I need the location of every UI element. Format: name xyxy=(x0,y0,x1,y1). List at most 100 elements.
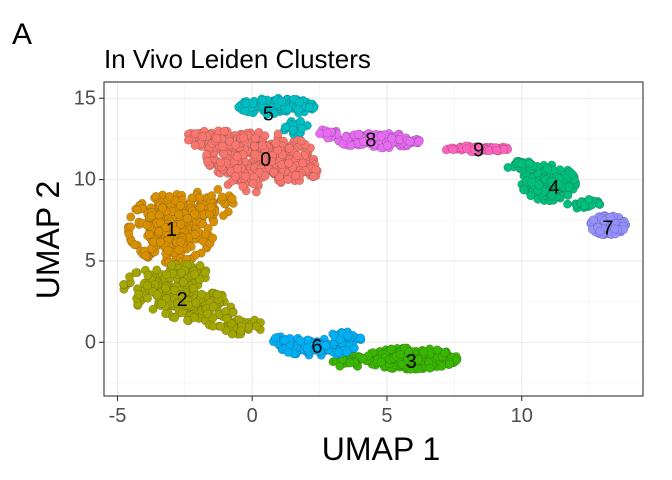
data-point xyxy=(283,348,293,357)
data-point xyxy=(292,151,302,160)
x-tick-label: -5 xyxy=(109,405,127,427)
data-point xyxy=(413,355,423,365)
cluster-label-4: 4 xyxy=(549,177,560,199)
data-point xyxy=(588,215,598,225)
data-point xyxy=(239,133,248,143)
data-point xyxy=(343,331,353,341)
data-point xyxy=(222,314,232,324)
data-point xyxy=(191,250,200,260)
data-point xyxy=(198,132,207,142)
data-point xyxy=(131,268,141,278)
data-point xyxy=(195,193,204,202)
y-tick-label: 15 xyxy=(74,87,96,109)
data-point xyxy=(527,177,536,187)
data-point xyxy=(503,163,513,172)
data-point xyxy=(248,99,258,108)
data-point xyxy=(284,158,294,168)
data-point xyxy=(173,299,182,309)
data-point xyxy=(203,157,212,166)
data-point xyxy=(196,203,206,212)
data-point xyxy=(236,326,246,336)
data-point xyxy=(134,289,143,299)
data-point xyxy=(143,271,153,280)
y-tick-label: 5 xyxy=(85,250,96,272)
data-point xyxy=(231,140,241,150)
cluster-7-points xyxy=(586,211,630,240)
cluster-label-5: 5 xyxy=(263,104,274,126)
data-point xyxy=(219,126,229,136)
data-point xyxy=(437,362,447,371)
data-point xyxy=(397,360,407,369)
cluster-3-points xyxy=(328,343,462,374)
data-point xyxy=(376,357,386,367)
data-point xyxy=(191,298,201,308)
data-point xyxy=(183,213,192,223)
data-point xyxy=(358,354,368,364)
data-point xyxy=(155,237,165,247)
data-point xyxy=(190,209,200,219)
data-point xyxy=(217,192,227,202)
data-point xyxy=(183,316,192,325)
cluster-6-points xyxy=(269,327,366,360)
data-point xyxy=(258,96,267,105)
data-point xyxy=(201,229,210,239)
data-point xyxy=(584,195,594,204)
data-point xyxy=(605,212,615,222)
data-point xyxy=(208,233,218,243)
data-point xyxy=(154,227,164,237)
data-point xyxy=(260,171,270,181)
cluster-9-points xyxy=(441,141,513,156)
data-point xyxy=(167,261,177,271)
data-point xyxy=(277,96,286,106)
data-point xyxy=(315,129,324,139)
data-point xyxy=(212,289,222,299)
data-point xyxy=(233,164,242,174)
data-point xyxy=(595,226,605,236)
data-point xyxy=(322,128,332,138)
data-point xyxy=(387,134,397,143)
data-point xyxy=(291,171,300,181)
data-point xyxy=(238,182,248,192)
cluster-5-points xyxy=(234,93,319,139)
data-point xyxy=(563,199,572,209)
cluster-label-6: 6 xyxy=(311,336,322,358)
data-point xyxy=(404,347,413,357)
data-point xyxy=(534,180,544,190)
data-point xyxy=(178,277,188,287)
data-point xyxy=(170,313,179,323)
cluster-label-3: 3 xyxy=(406,351,417,373)
data-point xyxy=(271,333,280,343)
cluster-label-1: 1 xyxy=(166,219,177,241)
data-points xyxy=(119,93,630,374)
panel-letter: A xyxy=(12,18,32,51)
data-point xyxy=(190,141,200,150)
chart-title: In Vivo Leiden Clusters xyxy=(104,44,371,74)
data-point xyxy=(542,164,552,174)
data-point xyxy=(414,137,424,147)
data-point xyxy=(206,202,216,212)
cluster-2-points xyxy=(119,259,265,339)
data-point xyxy=(304,102,314,112)
data-point xyxy=(231,172,240,181)
data-point xyxy=(271,138,281,148)
data-point xyxy=(413,364,423,374)
data-point xyxy=(474,143,484,152)
data-point xyxy=(171,225,181,235)
data-point xyxy=(184,135,193,145)
data-point xyxy=(144,230,154,239)
data-point xyxy=(280,122,290,132)
data-point xyxy=(216,322,225,331)
data-point xyxy=(152,290,162,300)
data-point xyxy=(297,123,307,133)
data-point xyxy=(161,223,171,232)
data-point xyxy=(250,141,260,151)
data-point xyxy=(126,222,136,232)
data-point xyxy=(240,106,250,116)
data-point xyxy=(293,104,303,114)
data-point xyxy=(386,344,396,354)
data-point xyxy=(419,347,429,357)
data-point xyxy=(163,246,173,255)
cluster-8-points xyxy=(315,125,424,153)
data-point xyxy=(425,363,435,373)
data-point xyxy=(356,333,365,343)
